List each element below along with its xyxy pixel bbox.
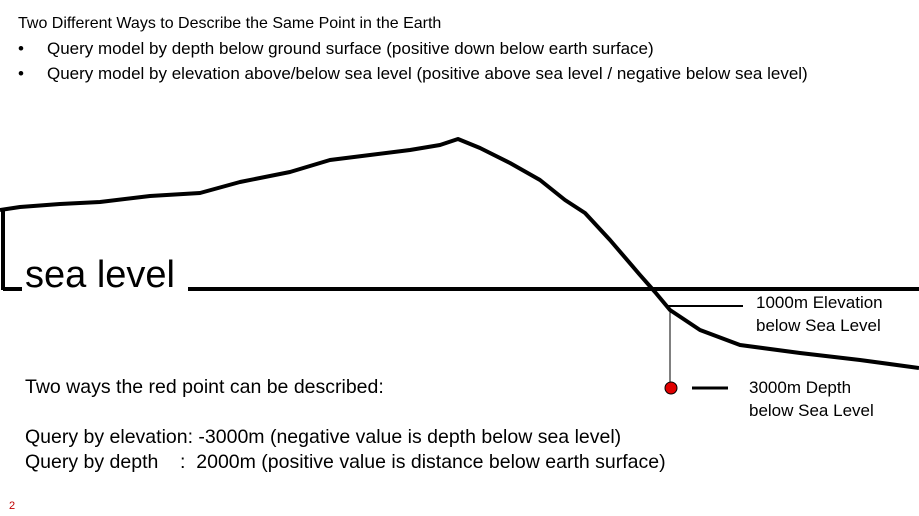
annotation-line: below Sea Level — [756, 316, 881, 335]
description-line: Query by depth : 2000m (positive value i… — [25, 451, 666, 473]
annotation: 3000m Depth below Sea Level — [749, 376, 874, 422]
sea-level-label: sea level — [25, 254, 175, 296]
annotation: 1000m Elevation below Sea Level — [756, 291, 883, 337]
red-point — [664, 381, 678, 395]
title: Two Different Ways to Describe the Same … — [18, 15, 442, 32]
annotation-line: below Sea Level — [749, 401, 874, 420]
annotation-line: 3000m Depth — [749, 378, 852, 397]
slide-number: 2 — [9, 500, 16, 512]
annotation-line: 1000m Elevation — [756, 293, 883, 312]
bullet-text: Query model by depth below ground surfac… — [47, 39, 654, 58]
terrain-line — [0, 137, 919, 370]
bullet-text: Query model by elevation above/below sea… — [47, 64, 808, 83]
description-heading: Two ways the red point can be described: — [25, 376, 384, 398]
description-line: Query by elevation: -3000m (negative val… — [25, 426, 622, 448]
